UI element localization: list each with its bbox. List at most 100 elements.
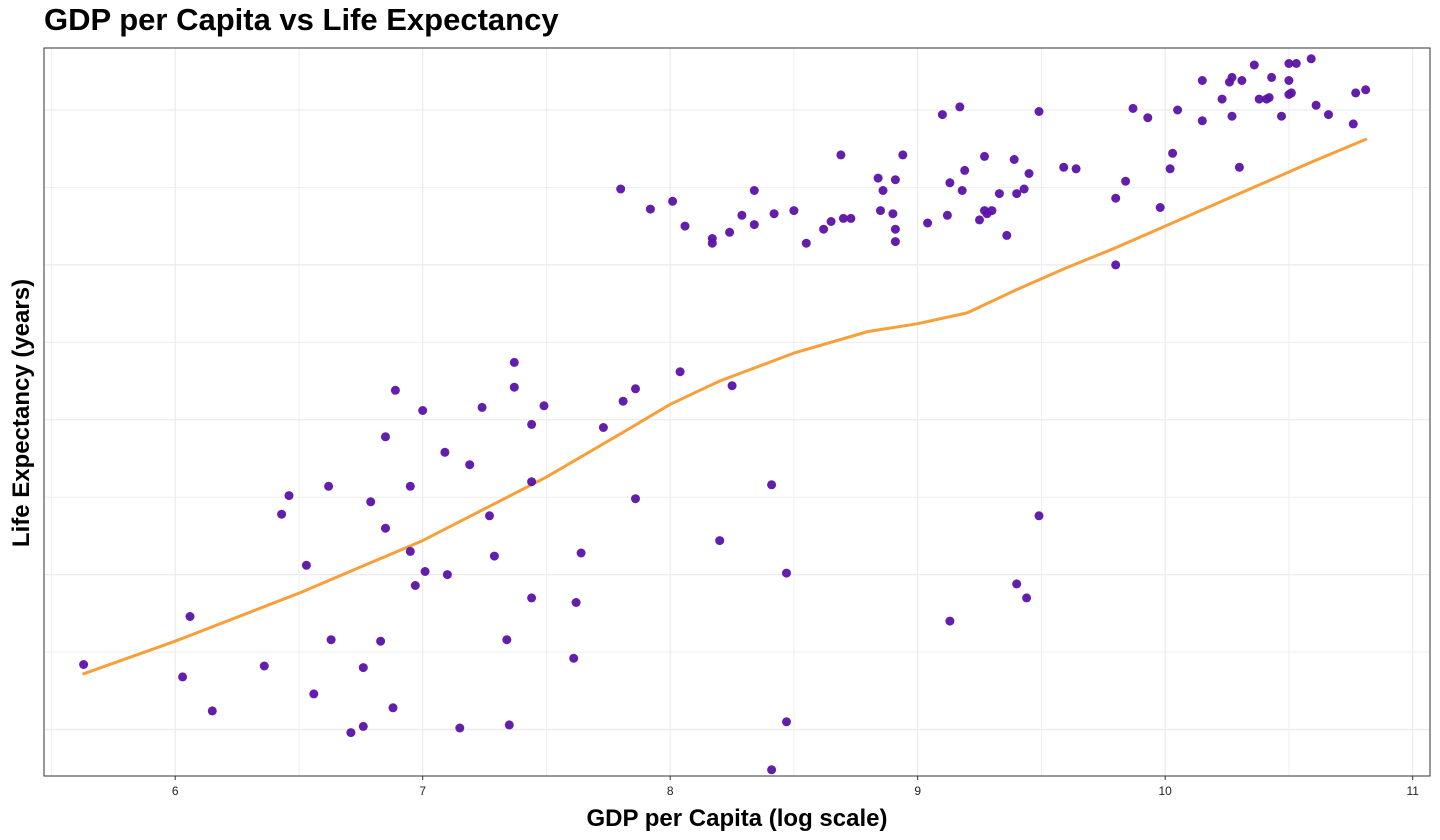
x-axis-title: GDP per Capita (log scale)	[587, 805, 888, 832]
scatter-point-93	[994, 189, 1004, 199]
scatter-point-73	[876, 206, 885, 216]
scatter-point-111	[1165, 164, 1175, 174]
scatter-point-58	[749, 220, 759, 230]
scatter-point-69	[836, 150, 846, 160]
scatter-point-2	[185, 612, 195, 621]
scatter-point-83	[945, 178, 955, 188]
x-tick-label-6: 6	[172, 784, 179, 798]
scatter-point-43	[598, 423, 608, 432]
scatter-point-131	[1286, 88, 1296, 98]
scatter-point-32	[502, 635, 512, 645]
scatter-point-80	[923, 218, 933, 228]
scatter-point-34	[509, 357, 519, 367]
x-axis-ticks: 6 7 8 9 10 11	[172, 776, 1419, 798]
scatter-point-103	[1059, 162, 1069, 172]
scatter-point-62	[769, 209, 779, 219]
scatter-point-95	[1009, 155, 1019, 164]
scatter-point-129	[1284, 76, 1294, 85]
scatter-point-61	[767, 765, 777, 775]
scatter-point-66	[801, 238, 811, 248]
scatter-point-100	[1024, 169, 1034, 178]
scatter-point-46	[631, 384, 640, 394]
scatter-point-14	[366, 497, 376, 507]
scatter-point-102	[1034, 511, 1044, 521]
scatter-point-130	[1284, 59, 1294, 68]
scatter-point-41	[571, 598, 581, 607]
scatter-point-40	[569, 653, 579, 663]
scatter-point-94	[1002, 230, 1012, 240]
scatter-point-7	[301, 560, 311, 570]
scatter-point-26	[442, 570, 452, 580]
scatter-point-116	[1217, 94, 1227, 104]
scatter-point-60	[767, 480, 777, 490]
scatter-point-27	[455, 723, 465, 733]
scatter-point-8	[309, 689, 319, 699]
scatter-point-9	[324, 481, 334, 491]
scatter-point-31	[489, 551, 499, 561]
scatter-point-78	[890, 237, 900, 247]
scatter-point-138	[1361, 85, 1371, 95]
scatter-point-110	[1155, 203, 1165, 212]
scatter-point-33	[504, 720, 514, 730]
scatter-point-44	[616, 184, 626, 194]
scatter-point-47	[631, 494, 640, 504]
scatter-point-134	[1311, 100, 1321, 110]
scatter-point-21	[405, 481, 415, 491]
scatter-point-88	[975, 215, 984, 225]
scatter-point-98	[1019, 184, 1029, 194]
scatter-point-29	[477, 402, 487, 412]
scatter-point-96	[1012, 579, 1022, 589]
scatter-point-42	[576, 548, 586, 558]
scatter-point-28	[465, 460, 475, 470]
chart-title: GDP per Capita vs Life Expectancy	[44, 2, 559, 37]
scatter-point-108	[1128, 103, 1138, 113]
scatter-point-59	[749, 186, 759, 195]
x-tick-label-8: 8	[667, 784, 674, 798]
scatter-point-68	[826, 217, 836, 226]
scatter-point-38	[527, 419, 537, 429]
scatter-point-113	[1173, 105, 1183, 115]
scatter-point-120	[1234, 162, 1244, 172]
scatter-point-50	[675, 367, 685, 377]
x-tick-label-7: 7	[419, 784, 426, 798]
scatter-point-123	[1254, 94, 1264, 104]
scatter-point-16	[381, 523, 390, 533]
scatter-point-24	[418, 406, 428, 415]
scatter-point-57	[737, 210, 747, 220]
scatter-point-45	[618, 396, 628, 406]
scatter-point-118	[1227, 111, 1237, 121]
scatter-point-67	[819, 224, 829, 234]
scatter-point-97	[1012, 189, 1022, 199]
scatter-point-119	[1227, 72, 1237, 82]
scatter-point-137	[1351, 88, 1361, 98]
scatter-point-51	[680, 221, 690, 231]
scatter-point-70	[838, 213, 848, 223]
scatter-point-87	[960, 165, 970, 175]
scatter-point-132	[1291, 59, 1301, 68]
scatter-point-72	[873, 173, 883, 183]
scatter-point-90	[980, 151, 989, 161]
scatter-point-109	[1143, 113, 1153, 123]
scatter-point-22	[410, 581, 420, 590]
scatter-point-121	[1237, 76, 1247, 85]
scatter-point-39	[539, 401, 549, 411]
scatter-point-53	[707, 238, 717, 248]
scatter-point-112	[1168, 148, 1178, 158]
scatter-point-81	[937, 110, 947, 120]
x-tick-label-10: 10	[1158, 784, 1172, 798]
scatter-point-36	[527, 593, 537, 603]
scatter-point-65	[789, 206, 799, 216]
scatter-point-125	[1264, 93, 1274, 103]
scatter-point-0	[79, 660, 89, 669]
scatter-point-37	[527, 477, 537, 487]
smooth-line-layer	[82, 137, 1368, 676]
scatter-point-76	[890, 175, 900, 185]
scatter-point-17	[381, 432, 390, 442]
scatter-point-75	[888, 209, 898, 219]
scatter-point-49	[668, 196, 678, 206]
scatter-point-79	[898, 150, 908, 160]
scatter-point-20	[405, 546, 415, 556]
scatter-point-77	[890, 224, 900, 234]
scatter-point-11	[346, 728, 356, 738]
scatter-point-1	[178, 672, 188, 682]
